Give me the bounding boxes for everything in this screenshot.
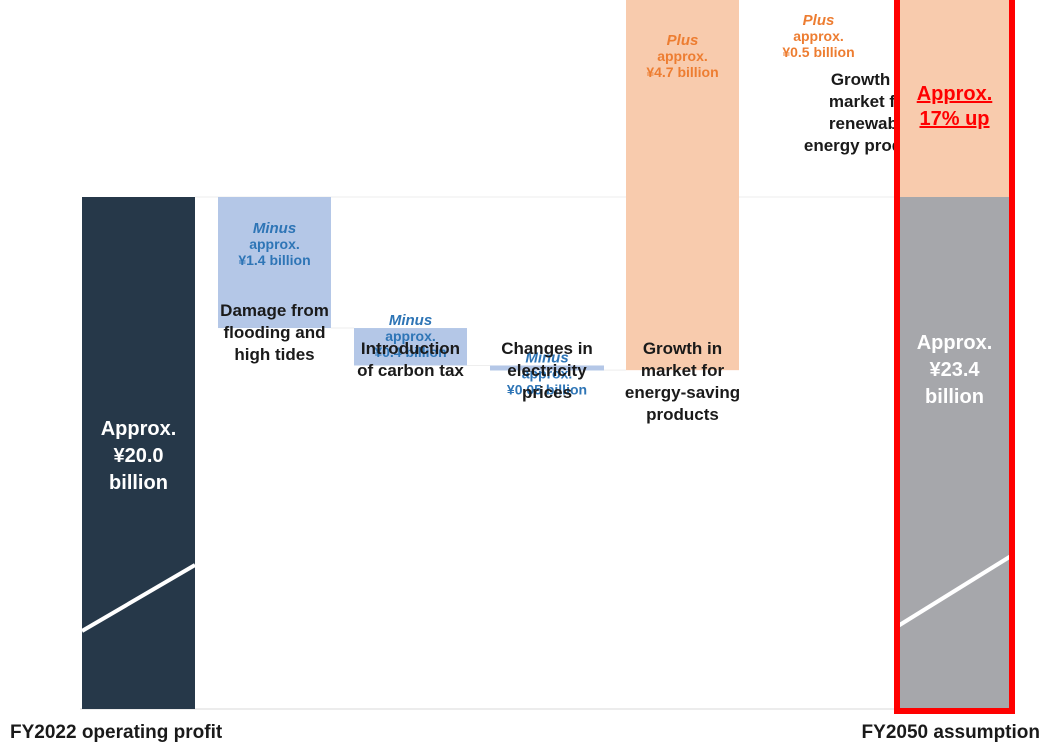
increase-percentage-label: 17% up: [919, 108, 989, 130]
x-tick-label: electricity: [507, 361, 587, 380]
data-label: approx.: [385, 328, 436, 344]
axis-break-mark-end: [896, 554, 1013, 628]
data-label: Plus: [667, 32, 699, 49]
data-label: ¥1.4 billion: [238, 252, 310, 268]
bar-end-value-label: ¥23.4: [929, 359, 980, 381]
bar-start-value-label: Approx.: [101, 418, 177, 440]
highlight-frame: [894, 0, 1015, 714]
data-label: Minus: [525, 349, 568, 366]
data-label: approx.: [657, 48, 708, 64]
bar-start-value-label: billion: [109, 472, 168, 494]
data-label: ¥0.05 billion: [507, 381, 587, 397]
x-tick-label: products: [646, 405, 719, 424]
x-tick-label-end: FY2050 assumption: [862, 722, 1040, 742]
x-tick-label: prices: [522, 383, 572, 402]
bar-end: [898, 197, 1011, 709]
bar-step: [354, 328, 467, 366]
x-tick-label: of carbon tax: [357, 361, 464, 380]
x-tick-label: Changes in: [501, 339, 593, 358]
x-tick-label: renewable: [829, 114, 912, 133]
x-tick-label-start: FY2022 operating profit: [10, 722, 223, 742]
x-tick-label: energy-saving: [625, 383, 740, 402]
data-label: Minus: [389, 312, 432, 329]
x-tick-label: Damage from: [220, 301, 329, 320]
bar-end-value-label: Approx.: [917, 332, 993, 354]
x-tick-label: Growth in: [831, 70, 910, 89]
bar-end-value-label: billion: [925, 386, 984, 408]
increase-percentage-label: Approx.: [917, 83, 993, 105]
x-tick-label: flooding and: [224, 323, 326, 342]
data-label: approx.: [793, 28, 844, 44]
axis-break-mark-start: [80, 563, 197, 633]
bar-start: [82, 197, 195, 709]
data-label: approx.: [522, 365, 573, 381]
data-label: ¥0.4 billion: [374, 344, 446, 360]
bar-start-value-label: ¥20.0: [113, 445, 163, 467]
x-tick-label: market for: [829, 92, 913, 111]
data-label: approx.: [249, 236, 300, 252]
bar-end-increase-segment: [898, 0, 1011, 197]
x-tick-label: Growth in: [643, 339, 722, 358]
bar-step: [490, 365, 604, 371]
x-tick-label: market for: [641, 361, 725, 380]
x-tick-label: high tides: [234, 345, 314, 364]
bar-step: [626, 0, 739, 371]
data-label: Minus: [253, 220, 296, 237]
data-label: Plus: [803, 12, 835, 29]
data-label: ¥0.5 billion: [782, 44, 854, 60]
data-label: ¥4.7 billion: [646, 64, 718, 80]
x-tick-label: Introduction: [361, 339, 460, 358]
bar-step: [218, 197, 331, 329]
